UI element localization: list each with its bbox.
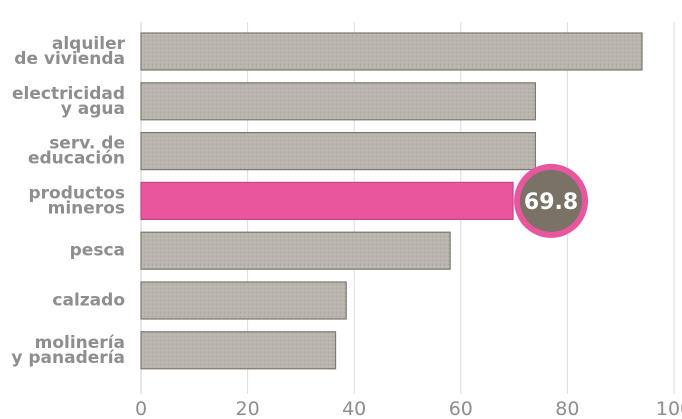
x-tick-label: 100 xyxy=(656,398,682,419)
category-label: calzado xyxy=(52,291,125,311)
bar xyxy=(140,281,347,320)
x-tick-label: 60 xyxy=(449,398,473,419)
category-label: y agua xyxy=(61,99,125,119)
highlight-badge: 69.8 xyxy=(514,163,589,238)
bar xyxy=(140,331,337,370)
x-tick-label: 80 xyxy=(555,398,579,419)
category-label: y panadería xyxy=(11,348,125,368)
category-label: electricidad xyxy=(12,84,125,104)
bars xyxy=(140,32,643,370)
category-label: molinería xyxy=(35,333,125,353)
category-label: serv. de xyxy=(49,134,125,154)
category-label: de vivienda xyxy=(14,49,125,69)
bar xyxy=(140,231,451,270)
bar-highlighted xyxy=(140,181,514,220)
category-label: alquiler xyxy=(52,34,126,54)
category-label: educación xyxy=(28,149,125,169)
x-tick-label: 40 xyxy=(342,398,366,419)
highlight-value-label: 69.8 xyxy=(524,190,578,215)
bar xyxy=(140,132,537,171)
x-tick-label: 20 xyxy=(236,398,260,419)
x-axis-ticks: 0 20 40 60 80 100 xyxy=(135,398,682,419)
bar xyxy=(140,32,643,71)
x-tick-label: 0 xyxy=(135,398,147,419)
category-label: mineros xyxy=(48,198,125,218)
category-label: productos xyxy=(28,183,125,203)
category-label: pesca xyxy=(70,241,125,261)
highlight-circle xyxy=(520,169,583,232)
bar xyxy=(140,82,537,121)
